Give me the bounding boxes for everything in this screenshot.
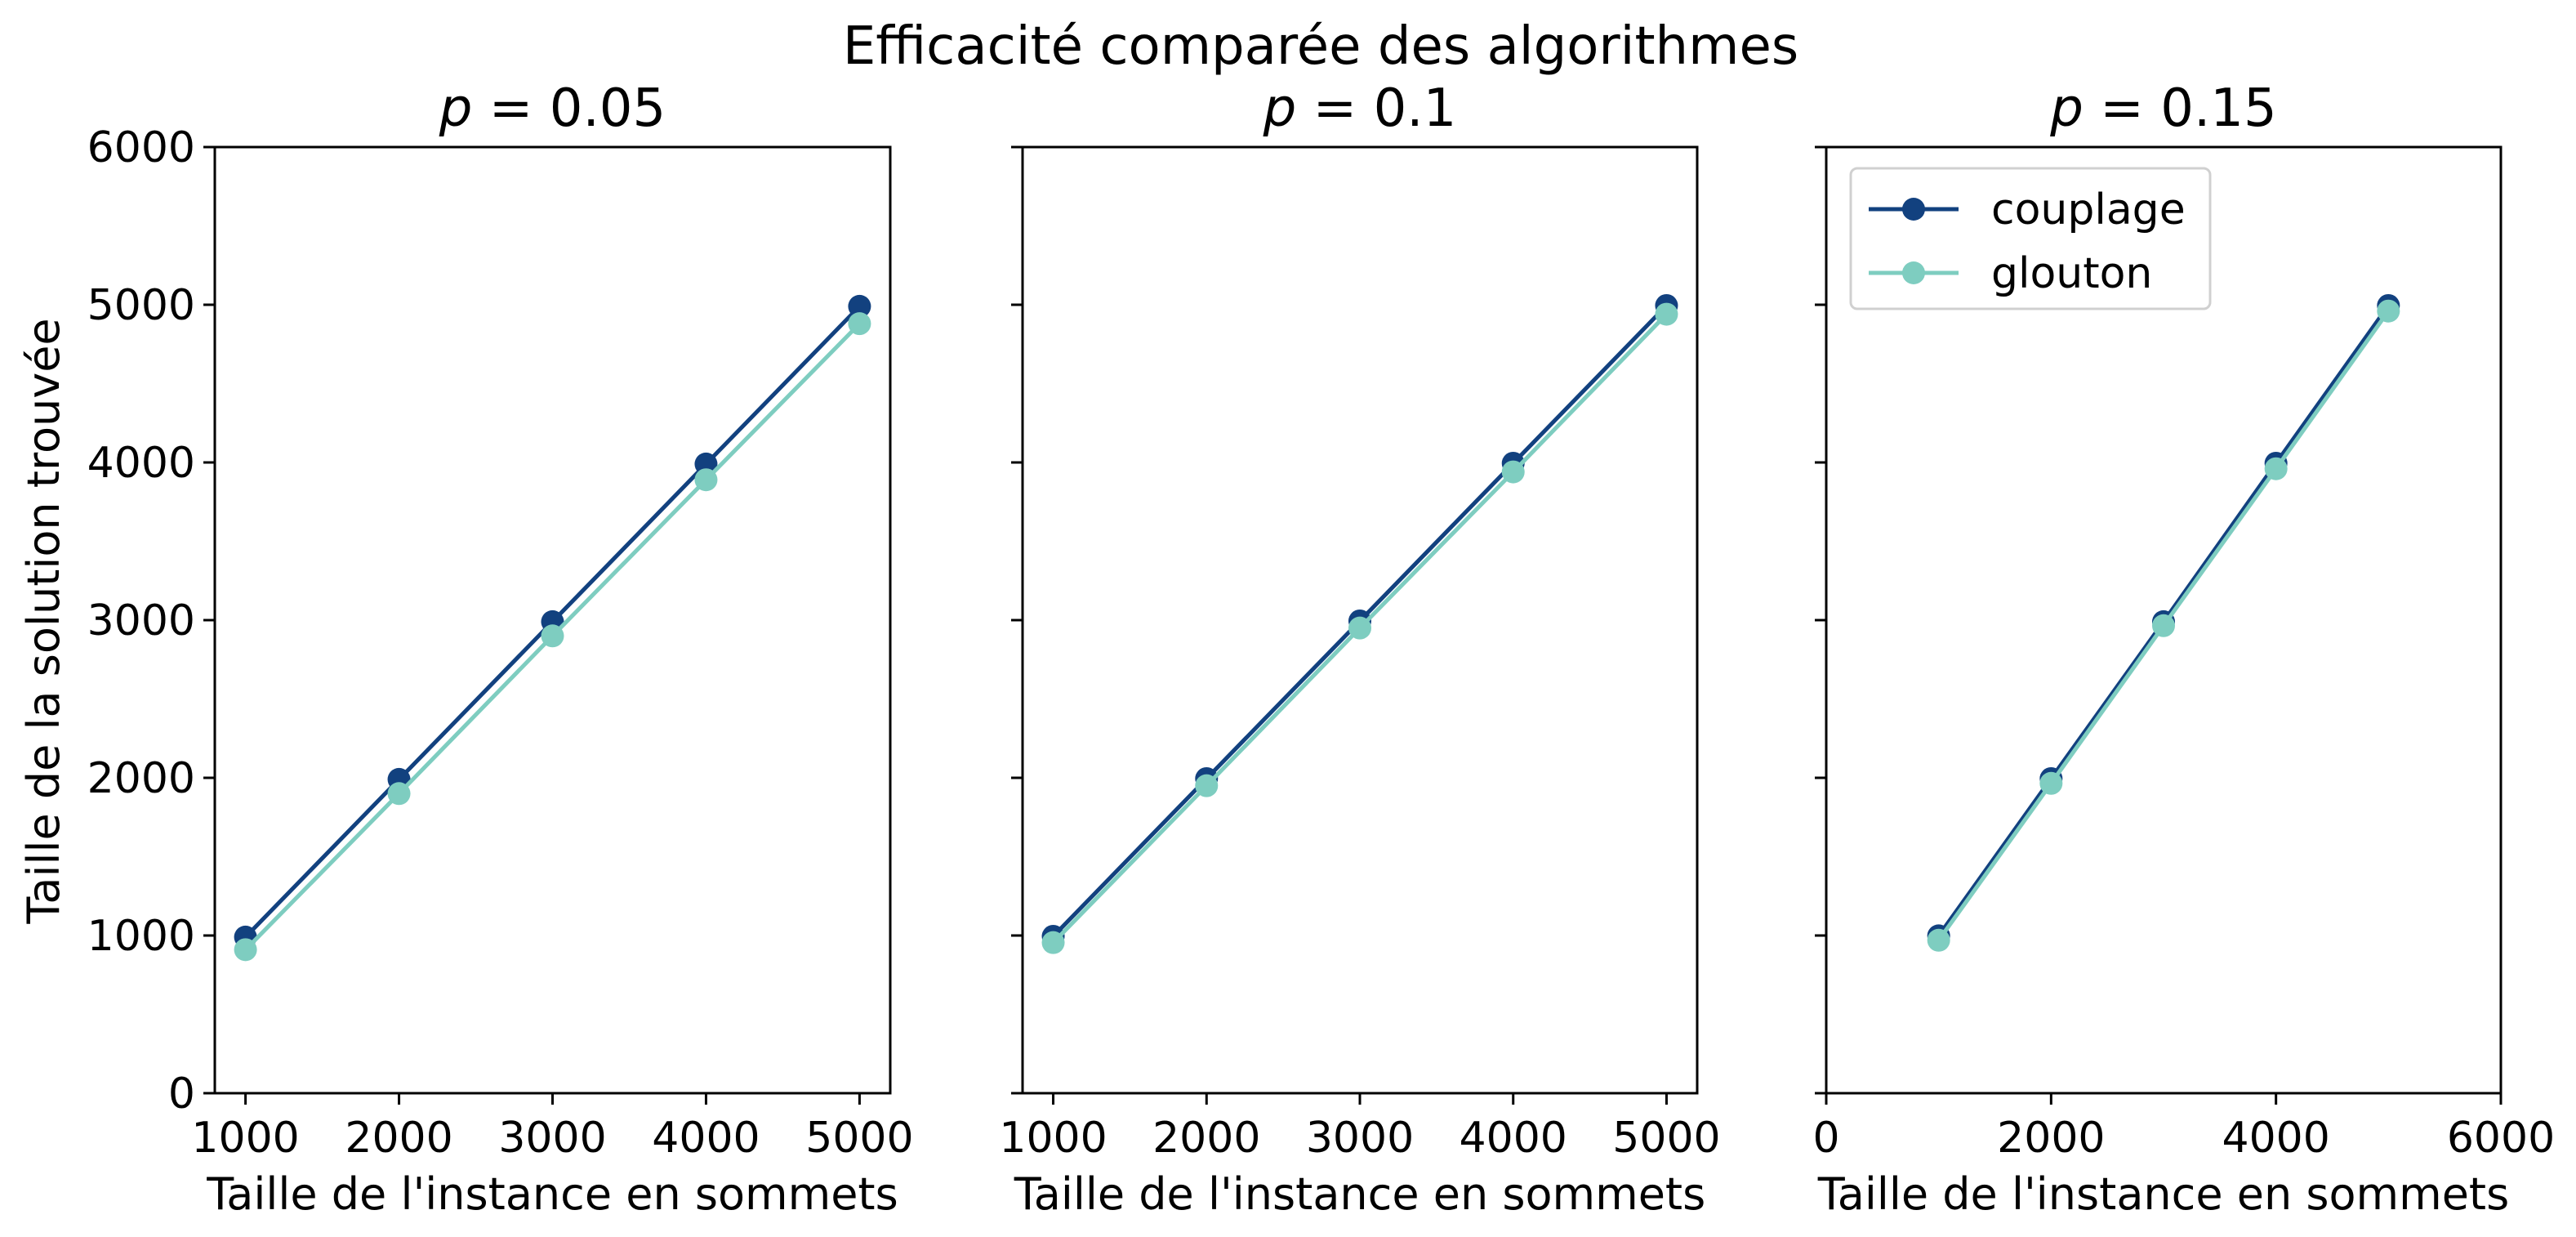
- y-tick-label: 4000: [87, 439, 195, 488]
- data-point-glouton: [1195, 774, 1219, 797]
- legend-label-glouton: glouton: [1991, 249, 2152, 298]
- panel-title: p = 0.15: [2049, 78, 2276, 139]
- data-point-glouton: [234, 938, 257, 962]
- data-point-glouton: [541, 624, 564, 648]
- x-tick-label: 3000: [498, 1114, 606, 1163]
- series-glouton: [1041, 302, 1678, 954]
- data-point-glouton: [1655, 302, 1678, 326]
- y-tick-label: 6000: [87, 123, 195, 172]
- x-tick-label: 2000: [345, 1114, 452, 1163]
- panel-2: p = 0.1 1000 2000 3000 4000 5000 Taille de l'i…: [999, 78, 1720, 1220]
- data-point-glouton: [2377, 299, 2400, 323]
- x-tick-label: 1000: [999, 1114, 1107, 1163]
- data-point-glouton: [2264, 457, 2288, 480]
- plot-frame: [213, 145, 892, 1095]
- panel-title-variable: p: [2049, 78, 2084, 139]
- x-tick-label: 5000: [1612, 1114, 1720, 1163]
- legend: couplage glouton: [1849, 167, 2212, 310]
- data-point-glouton: [2039, 771, 2063, 795]
- legend-marker-couplage: [1902, 198, 1925, 221]
- y-tick-label: 2000: [87, 754, 195, 803]
- plot-frame: [1825, 145, 2502, 1095]
- x-axis-label: Taille de l'instance en sommets: [1817, 1168, 2510, 1220]
- y-axis-label: Taille de la solution trouvée: [18, 318, 69, 924]
- x-tick-label: 4000: [652, 1114, 760, 1163]
- legend-marker-glouton: [1902, 261, 1925, 284]
- legend-label-couplage: couplage: [1991, 185, 2186, 234]
- x-tick-label: 0: [1812, 1114, 1839, 1163]
- panel-title-value: = 0.15: [2084, 78, 2277, 139]
- data-point-glouton: [1041, 931, 1065, 954]
- panel-title-value: = 0.1: [1296, 78, 1456, 139]
- x-tick-label: 1000: [191, 1114, 299, 1163]
- data-point-glouton: [1501, 460, 1525, 484]
- x-tick-label: 4000: [1460, 1114, 1567, 1163]
- panel-title-value: = 0.05: [472, 78, 666, 139]
- series-couplage: [234, 294, 871, 949]
- x-tick-label: 2000: [1152, 1114, 1260, 1163]
- chart-suptitle: Efficacité comparée des algorithmes: [843, 16, 1798, 77]
- data-point-glouton: [2152, 614, 2175, 637]
- data-point-glouton: [1348, 616, 1371, 640]
- panel-title-variable: p: [439, 78, 473, 139]
- x-axis-label: Taille de l'instance en sommets: [206, 1168, 898, 1220]
- data-point-glouton: [1927, 928, 1950, 952]
- y-tick-label: 3000: [87, 596, 195, 645]
- x-tick-label: 3000: [1306, 1114, 1414, 1163]
- y-tick-label: 0: [168, 1070, 195, 1119]
- data-point-glouton: [848, 312, 871, 336]
- x-tick-label: 6000: [2447, 1114, 2555, 1163]
- plot-frame: [1021, 145, 1699, 1095]
- panel-title: p = 0.05: [439, 78, 666, 139]
- data-point-glouton: [387, 782, 411, 806]
- data-point-couplage: [848, 294, 871, 318]
- x-axis-label: Taille de l'instance en sommets: [1014, 1168, 1706, 1220]
- y-tick-label: 1000: [87, 912, 195, 961]
- panel-title: p = 0.1: [1263, 78, 1457, 139]
- panel-title-variable: p: [1263, 78, 1297, 139]
- x-tick-label: 5000: [805, 1114, 913, 1163]
- x-tick-label: 2000: [1997, 1114, 2105, 1163]
- y-tick-label: 5000: [87, 281, 195, 330]
- x-tick-label: 4000: [2222, 1114, 2329, 1163]
- data-point-glouton: [694, 468, 718, 492]
- data-point-couplage: [694, 452, 718, 476]
- series-glouton: [1927, 299, 2400, 952]
- panel-3: p = 0.15 0 2000 4000 6000 Taille de l'instanc…: [1812, 78, 2555, 1220]
- series-glouton: [234, 312, 871, 962]
